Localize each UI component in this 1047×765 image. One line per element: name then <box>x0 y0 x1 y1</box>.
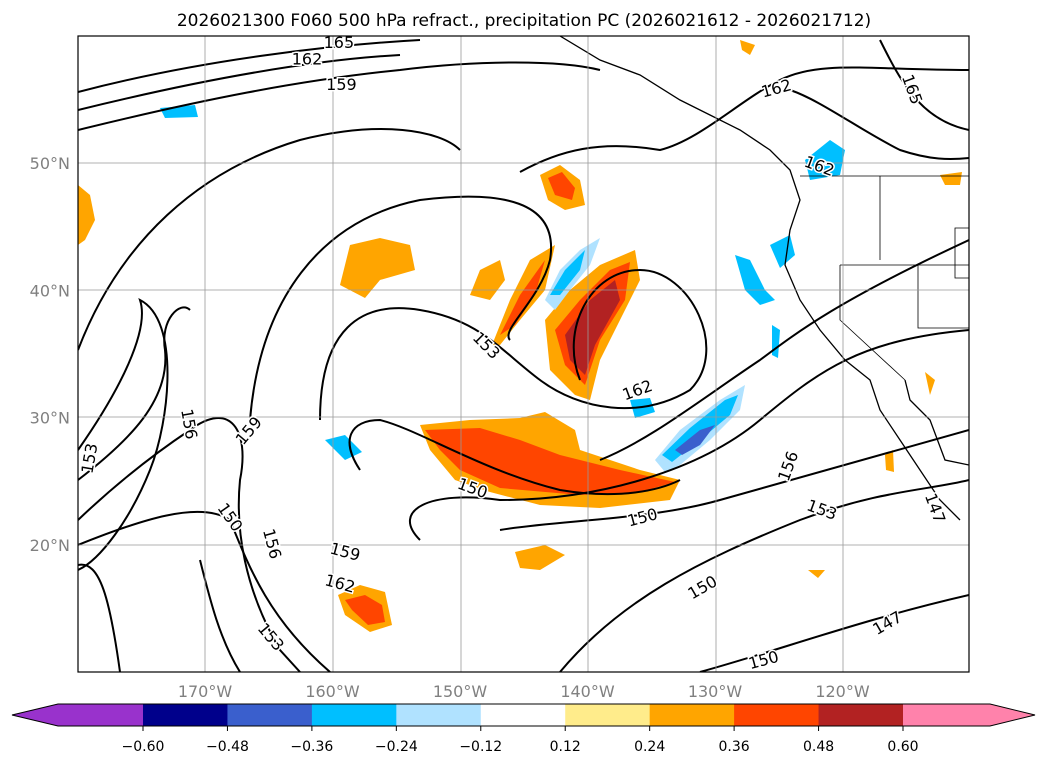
lat-tick-label: 20°N <box>30 536 70 555</box>
lon-tick-label: 140°W <box>560 682 615 701</box>
lon-tick-label: 160°W <box>305 682 360 701</box>
colorbar-tick-label: 0.24 <box>634 739 665 755</box>
colorbar-tick-label: −0.12 <box>459 739 502 755</box>
latitude-ticks: 50°N 40°N 30°N 20°N <box>30 154 70 555</box>
colorbar-segment <box>143 704 228 726</box>
lon-tick-label: 150°W <box>433 682 488 701</box>
colorbar-tick-label: −0.48 <box>206 739 249 755</box>
lon-tick-label: 120°W <box>815 682 870 701</box>
colorbar-segment <box>565 704 651 726</box>
contour-label: 162 <box>292 50 323 69</box>
precipitation-fill <box>78 40 962 632</box>
lat-tick-label: 50°N <box>30 154 70 173</box>
colorbar-extend-max <box>903 704 1035 726</box>
height-contours <box>78 39 969 672</box>
colorbar-extend-min <box>12 704 143 726</box>
colorbar-segment <box>227 704 313 726</box>
longitude-ticks: 170°W 160°W 150°W 140°W 130°W 120°W <box>178 682 870 701</box>
colorbar-segment <box>734 704 820 726</box>
map-frame <box>77 35 970 673</box>
colorbar: −0.60 −0.48 −0.36 −0.24 −0.12 0.12 0.24 0.36 0.4… <box>11 703 1036 755</box>
colorbar-segment <box>649 704 735 726</box>
colorbar-tick-label: 0.12 <box>550 739 581 755</box>
map-background <box>78 36 969 672</box>
colorbar-segment <box>311 704 397 726</box>
lat-tick-label: 40°N <box>30 281 70 300</box>
contour-label: 153 <box>77 442 101 475</box>
colorbar-tick-label: −0.36 <box>290 739 333 755</box>
colorbar-tick-label: 0.36 <box>719 739 750 755</box>
coastline <box>559 36 969 521</box>
chart-title: 2026021300 F060 500 hPa refract., precip… <box>177 11 871 31</box>
colorbar-tick-label: −0.60 <box>122 739 165 755</box>
colorbar-segment <box>396 704 482 726</box>
lat-tick-label: 30°N <box>30 409 70 428</box>
colorbar-segment <box>480 704 566 726</box>
lon-tick-label: 170°W <box>178 682 233 701</box>
lon-tick-label: 130°W <box>688 682 743 701</box>
contour-label: 159 <box>326 75 357 94</box>
colorbar-segment <box>818 704 904 726</box>
colorbar-tick-label: 0.60 <box>887 739 918 755</box>
border-lines <box>800 175 969 381</box>
colorbar-outline <box>11 703 1036 727</box>
colorbar-tick-label: −0.24 <box>375 739 418 755</box>
contour-label: 165 <box>324 33 355 52</box>
colorbar-tick-label: 0.48 <box>803 739 834 755</box>
graticule <box>78 36 969 672</box>
